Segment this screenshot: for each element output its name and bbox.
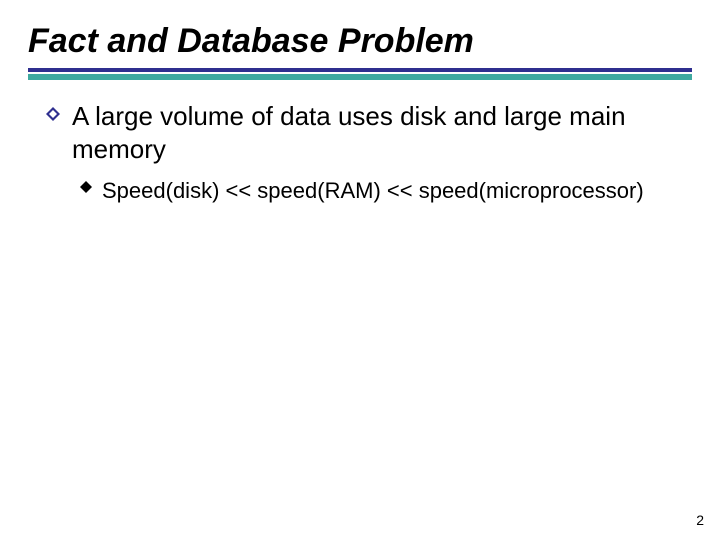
divider-bottom [28, 74, 692, 80]
slide: Fact and Database Problem A large volume… [0, 0, 720, 540]
sub-bullet-item: Speed(disk) << speed(RAM) << speed(micro… [80, 177, 680, 205]
diamond-solid-bullet-icon [80, 181, 92, 193]
bullet-text: A large volume of data uses disk and lar… [72, 100, 680, 165]
slide-title: Fact and Database Problem [28, 22, 474, 61]
bullet-item: A large volume of data uses disk and lar… [46, 100, 680, 165]
slide-body: A large volume of data uses disk and lar… [46, 100, 680, 205]
page-number: 2 [696, 512, 704, 528]
divider-top [28, 68, 692, 72]
sub-bullet-text: Speed(disk) << speed(RAM) << speed(micro… [102, 177, 680, 205]
divider [28, 68, 692, 80]
diamond-bullet-icon [46, 107, 60, 121]
